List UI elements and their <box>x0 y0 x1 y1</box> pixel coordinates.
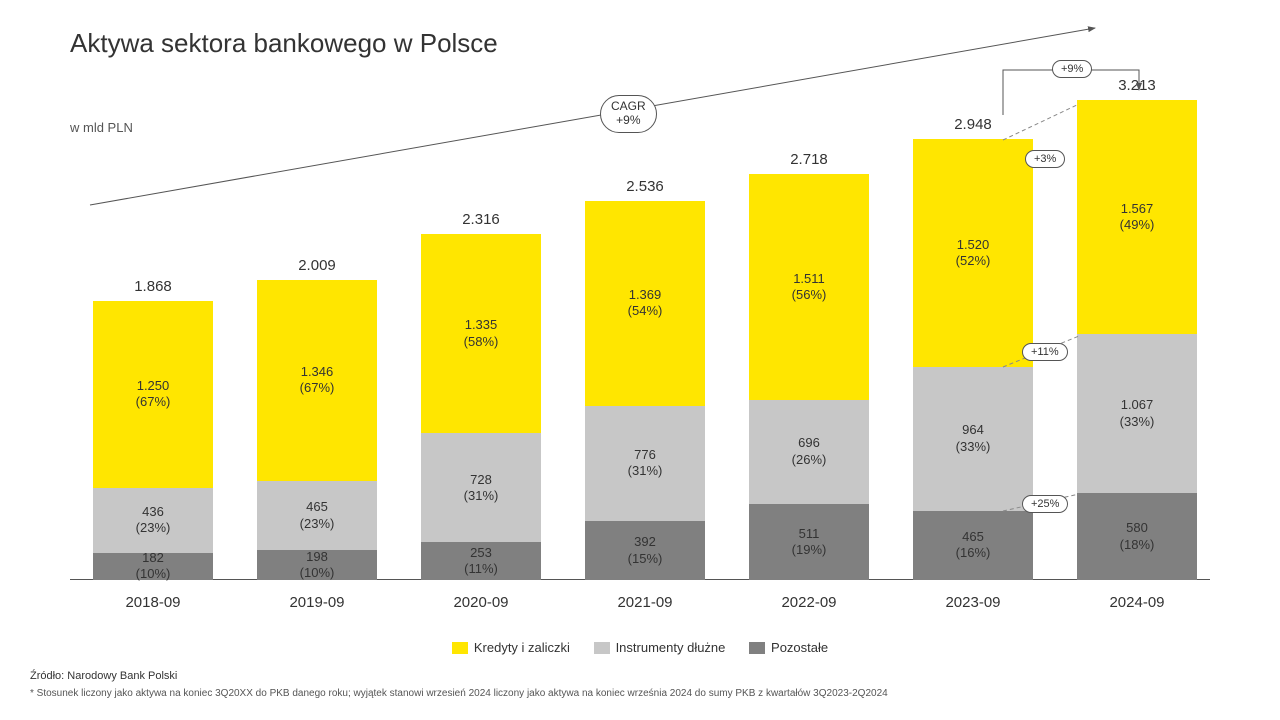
x-axis-label: 2019-09 <box>257 580 377 611</box>
x-axis-label: 2023-09 <box>913 580 1033 611</box>
bar-segment: 253(11%) <box>421 542 541 580</box>
bar-segment: 1.250(67%) <box>93 301 213 488</box>
legend-swatch <box>452 642 468 654</box>
chart-title: Aktywa sektora bankowego w Polsce <box>70 28 498 59</box>
bar-segment: 1.346(67%) <box>257 280 377 481</box>
segment-value: 436 <box>142 504 164 520</box>
bar-segment: 1.067(33%) <box>1077 334 1197 493</box>
x-axis-label: 2022-09 <box>749 580 869 611</box>
segment-value: 253 <box>470 545 492 561</box>
bar-segment: 1.567(49%) <box>1077 100 1197 334</box>
x-axis-label: 2020-09 <box>421 580 541 611</box>
segment-value: 1.511 <box>793 271 825 287</box>
legend-label: Instrumenty dłużne <box>616 640 726 655</box>
growth-badge-seg2: +25% <box>1022 495 1068 513</box>
x-axis-label: 2018-09 <box>93 580 213 611</box>
segment-value: 511 <box>799 526 820 542</box>
growth-badge-total: +9% <box>1052 60 1092 78</box>
segment-value: 1.369 <box>629 287 662 303</box>
bar-segment: 580(18%) <box>1077 493 1197 580</box>
bar-segment: 436(23%) <box>93 488 213 553</box>
bar-total: 2.948 <box>913 116 1033 133</box>
bar-total: 2.009 <box>257 257 377 274</box>
segment-value: 696 <box>798 435 820 451</box>
bar-segment: 776(31%) <box>585 406 705 522</box>
bar-total: 2.536 <box>585 178 705 195</box>
segment-value: 1.250 <box>137 378 170 394</box>
x-axis-label: 2021-09 <box>585 580 705 611</box>
segment-value: 1.346 <box>301 364 334 380</box>
bar-segment: 198(10%) <box>257 550 377 580</box>
legend-swatch <box>749 642 765 654</box>
segment-value: 392 <box>634 534 656 550</box>
segment-pct: (67%) <box>300 380 335 396</box>
segment-pct: (49%) <box>1120 217 1155 233</box>
bar-segment: 728(31%) <box>421 433 541 542</box>
segment-pct: (16%) <box>956 545 991 561</box>
segment-pct: (26%) <box>792 452 827 468</box>
segment-pct: (54%) <box>628 303 663 319</box>
cagr-line1: CAGR <box>611 100 646 114</box>
bar-segment: 511(19%) <box>749 504 869 580</box>
segment-pct: (33%) <box>956 439 991 455</box>
growth-badge-seg1: +11% <box>1022 343 1068 361</box>
segment-value: 728 <box>470 472 492 488</box>
segment-value: 1.335 <box>465 317 498 333</box>
cagr-line2: +9% <box>611 114 646 128</box>
legend-item: Instrumenty dłużne <box>594 640 726 655</box>
bar-segment: 964(33%) <box>913 367 1033 511</box>
segment-value: 1.520 <box>957 237 990 253</box>
bar-segment: 465(16%) <box>913 511 1033 580</box>
segment-pct: (67%) <box>136 394 171 410</box>
cagr-badge: CAGR +9% <box>600 95 657 133</box>
legend-item: Kredyty i zaliczki <box>452 640 570 655</box>
bar-segment: 1.511(56%) <box>749 174 869 400</box>
segment-value: 465 <box>962 529 984 545</box>
segment-pct: (23%) <box>136 520 171 536</box>
segment-pct: (31%) <box>628 463 663 479</box>
bar-segment: 1.335(58%) <box>421 234 541 433</box>
segment-pct: (18%) <box>1120 537 1155 553</box>
bar-segment: 1.520(52%) <box>913 139 1033 366</box>
source-text: Źródło: Narodowy Bank Polski <box>30 670 177 682</box>
segment-value: 465 <box>306 499 328 515</box>
bar-segment: 465(23%) <box>257 481 377 550</box>
bar-segment: 1.369(54%) <box>585 201 705 406</box>
x-axis-label: 2024-09 <box>1077 580 1197 611</box>
bar-segment: 182(10%) <box>93 553 213 580</box>
segment-pct: (52%) <box>956 253 991 269</box>
legend-item: Pozostałe <box>749 640 828 655</box>
footnote-text: * Stosunek liczony jako aktywa na koniec… <box>30 688 888 699</box>
segment-pct: (23%) <box>300 516 335 532</box>
segment-value: 1.567 <box>1121 201 1154 217</box>
bar-segment: 696(26%) <box>749 400 869 504</box>
bar-total: 3.213 <box>1077 77 1197 94</box>
segment-pct: (56%) <box>792 287 827 303</box>
segment-value: 198 <box>306 549 328 565</box>
growth-badge-seg0: +3% <box>1025 150 1065 168</box>
segment-pct: (19%) <box>792 542 827 558</box>
legend: Kredyty i zaliczki Instrumenty dłużne Po… <box>0 640 1280 657</box>
segment-value: 776 <box>634 447 656 463</box>
bar-segment: 392(15%) <box>585 521 705 580</box>
segment-pct: (33%) <box>1120 414 1155 430</box>
bar-total: 1.868 <box>93 278 213 295</box>
segment-pct: (15%) <box>628 551 663 567</box>
bar-total: 2.718 <box>749 151 869 168</box>
segment-value: 964 <box>962 422 984 438</box>
segment-pct: (58%) <box>464 334 499 350</box>
bar-total: 2.316 <box>421 211 541 228</box>
legend-swatch <box>594 642 610 654</box>
legend-label: Kredyty i zaliczki <box>474 640 570 655</box>
segment-value: 1.067 <box>1121 397 1154 413</box>
segment-pct: (11%) <box>464 561 498 577</box>
segment-value: 580 <box>1126 520 1148 536</box>
segment-pct: (31%) <box>464 488 499 504</box>
legend-label: Pozostałe <box>771 640 828 655</box>
